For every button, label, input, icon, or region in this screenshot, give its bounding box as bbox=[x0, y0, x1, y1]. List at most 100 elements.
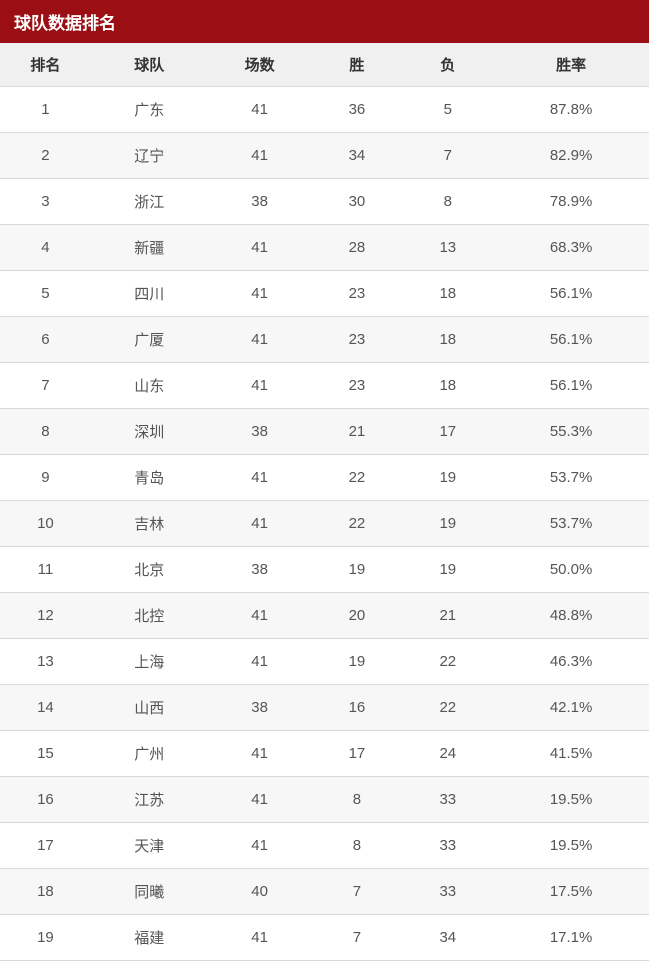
cell-rank: 14 bbox=[0, 685, 91, 731]
table-row: 1广东4136587.8% bbox=[0, 87, 649, 133]
ranking-panel: 球队数据排名 排名 球队 场数 胜 负 胜率 1广东4136587.8%2辽宁4… bbox=[0, 0, 649, 961]
table-row: 8深圳38211755.3% bbox=[0, 409, 649, 455]
cell-rate: 68.3% bbox=[493, 225, 649, 271]
cell-win: 7 bbox=[312, 869, 403, 915]
cell-rate: 55.3% bbox=[493, 409, 649, 455]
cell-rate: 17.1% bbox=[493, 915, 649, 961]
cell-rank: 12 bbox=[0, 593, 91, 639]
cell-games: 41 bbox=[208, 455, 312, 501]
table-row: 16江苏4183319.5% bbox=[0, 777, 649, 823]
cell-rate: 56.1% bbox=[493, 317, 649, 363]
cell-win: 36 bbox=[312, 87, 403, 133]
col-header-win: 胜 bbox=[312, 43, 403, 87]
table-row: 11北京38191950.0% bbox=[0, 547, 649, 593]
cell-games: 41 bbox=[208, 731, 312, 777]
cell-team: 江苏 bbox=[91, 777, 208, 823]
table-row: 4新疆41281368.3% bbox=[0, 225, 649, 271]
cell-rank: 15 bbox=[0, 731, 91, 777]
table-row: 18同曦4073317.5% bbox=[0, 869, 649, 915]
cell-games: 41 bbox=[208, 593, 312, 639]
cell-rate: 56.1% bbox=[493, 271, 649, 317]
table-row: 2辽宁4134782.9% bbox=[0, 133, 649, 179]
table-row: 7山东41231856.1% bbox=[0, 363, 649, 409]
cell-rank: 4 bbox=[0, 225, 91, 271]
cell-win: 8 bbox=[312, 823, 403, 869]
cell-games: 41 bbox=[208, 133, 312, 179]
col-header-rate: 胜率 bbox=[493, 43, 649, 87]
cell-rank: 5 bbox=[0, 271, 91, 317]
cell-loss: 19 bbox=[402, 547, 493, 593]
cell-win: 23 bbox=[312, 317, 403, 363]
cell-rank: 10 bbox=[0, 501, 91, 547]
cell-rank: 7 bbox=[0, 363, 91, 409]
table-row: 9青岛41221953.7% bbox=[0, 455, 649, 501]
cell-rate: 87.8% bbox=[493, 87, 649, 133]
cell-games: 41 bbox=[208, 915, 312, 961]
cell-team: 辽宁 bbox=[91, 133, 208, 179]
cell-win: 16 bbox=[312, 685, 403, 731]
cell-win: 19 bbox=[312, 639, 403, 685]
cell-loss: 13 bbox=[402, 225, 493, 271]
cell-win: 21 bbox=[312, 409, 403, 455]
cell-loss: 24 bbox=[402, 731, 493, 777]
cell-rank: 9 bbox=[0, 455, 91, 501]
table-header-row: 排名 球队 场数 胜 负 胜率 bbox=[0, 43, 649, 87]
table-row: 10吉林41221953.7% bbox=[0, 501, 649, 547]
cell-team: 四川 bbox=[91, 271, 208, 317]
cell-team: 浙江 bbox=[91, 179, 208, 225]
cell-win: 30 bbox=[312, 179, 403, 225]
cell-loss: 17 bbox=[402, 409, 493, 455]
cell-rank: 3 bbox=[0, 179, 91, 225]
cell-team: 青岛 bbox=[91, 455, 208, 501]
cell-win: 7 bbox=[312, 915, 403, 961]
table-row: 12北控41202148.8% bbox=[0, 593, 649, 639]
ranking-table: 排名 球队 场数 胜 负 胜率 1广东4136587.8%2辽宁4134782.… bbox=[0, 43, 649, 961]
table-row: 3浙江3830878.9% bbox=[0, 179, 649, 225]
cell-win: 22 bbox=[312, 501, 403, 547]
cell-rate: 48.8% bbox=[493, 593, 649, 639]
table-row: 17天津4183319.5% bbox=[0, 823, 649, 869]
cell-rank: 11 bbox=[0, 547, 91, 593]
cell-loss: 21 bbox=[402, 593, 493, 639]
cell-team: 山东 bbox=[91, 363, 208, 409]
cell-win: 23 bbox=[312, 271, 403, 317]
cell-loss: 5 bbox=[402, 87, 493, 133]
cell-games: 41 bbox=[208, 639, 312, 685]
cell-loss: 33 bbox=[402, 823, 493, 869]
cell-rate: 50.0% bbox=[493, 547, 649, 593]
cell-win: 28 bbox=[312, 225, 403, 271]
cell-games: 38 bbox=[208, 409, 312, 455]
cell-games: 41 bbox=[208, 823, 312, 869]
cell-rate: 53.7% bbox=[493, 501, 649, 547]
cell-games: 41 bbox=[208, 271, 312, 317]
cell-rate: 56.1% bbox=[493, 363, 649, 409]
cell-team: 广厦 bbox=[91, 317, 208, 363]
cell-rate: 41.5% bbox=[493, 731, 649, 777]
cell-team: 深圳 bbox=[91, 409, 208, 455]
cell-rank: 6 bbox=[0, 317, 91, 363]
cell-rate: 42.1% bbox=[493, 685, 649, 731]
cell-rank: 16 bbox=[0, 777, 91, 823]
cell-games: 38 bbox=[208, 685, 312, 731]
cell-rank: 2 bbox=[0, 133, 91, 179]
cell-win: 34 bbox=[312, 133, 403, 179]
cell-rate: 19.5% bbox=[493, 823, 649, 869]
cell-loss: 19 bbox=[402, 455, 493, 501]
cell-games: 41 bbox=[208, 225, 312, 271]
cell-loss: 18 bbox=[402, 317, 493, 363]
cell-team: 福建 bbox=[91, 915, 208, 961]
cell-win: 19 bbox=[312, 547, 403, 593]
cell-games: 41 bbox=[208, 363, 312, 409]
cell-win: 8 bbox=[312, 777, 403, 823]
cell-team: 北京 bbox=[91, 547, 208, 593]
cell-games: 41 bbox=[208, 87, 312, 133]
cell-loss: 22 bbox=[402, 685, 493, 731]
cell-games: 41 bbox=[208, 501, 312, 547]
cell-win: 17 bbox=[312, 731, 403, 777]
cell-loss: 22 bbox=[402, 639, 493, 685]
cell-games: 40 bbox=[208, 869, 312, 915]
cell-rate: 82.9% bbox=[493, 133, 649, 179]
table-row: 15广州41172441.5% bbox=[0, 731, 649, 777]
cell-team: 同曦 bbox=[91, 869, 208, 915]
cell-team: 上海 bbox=[91, 639, 208, 685]
